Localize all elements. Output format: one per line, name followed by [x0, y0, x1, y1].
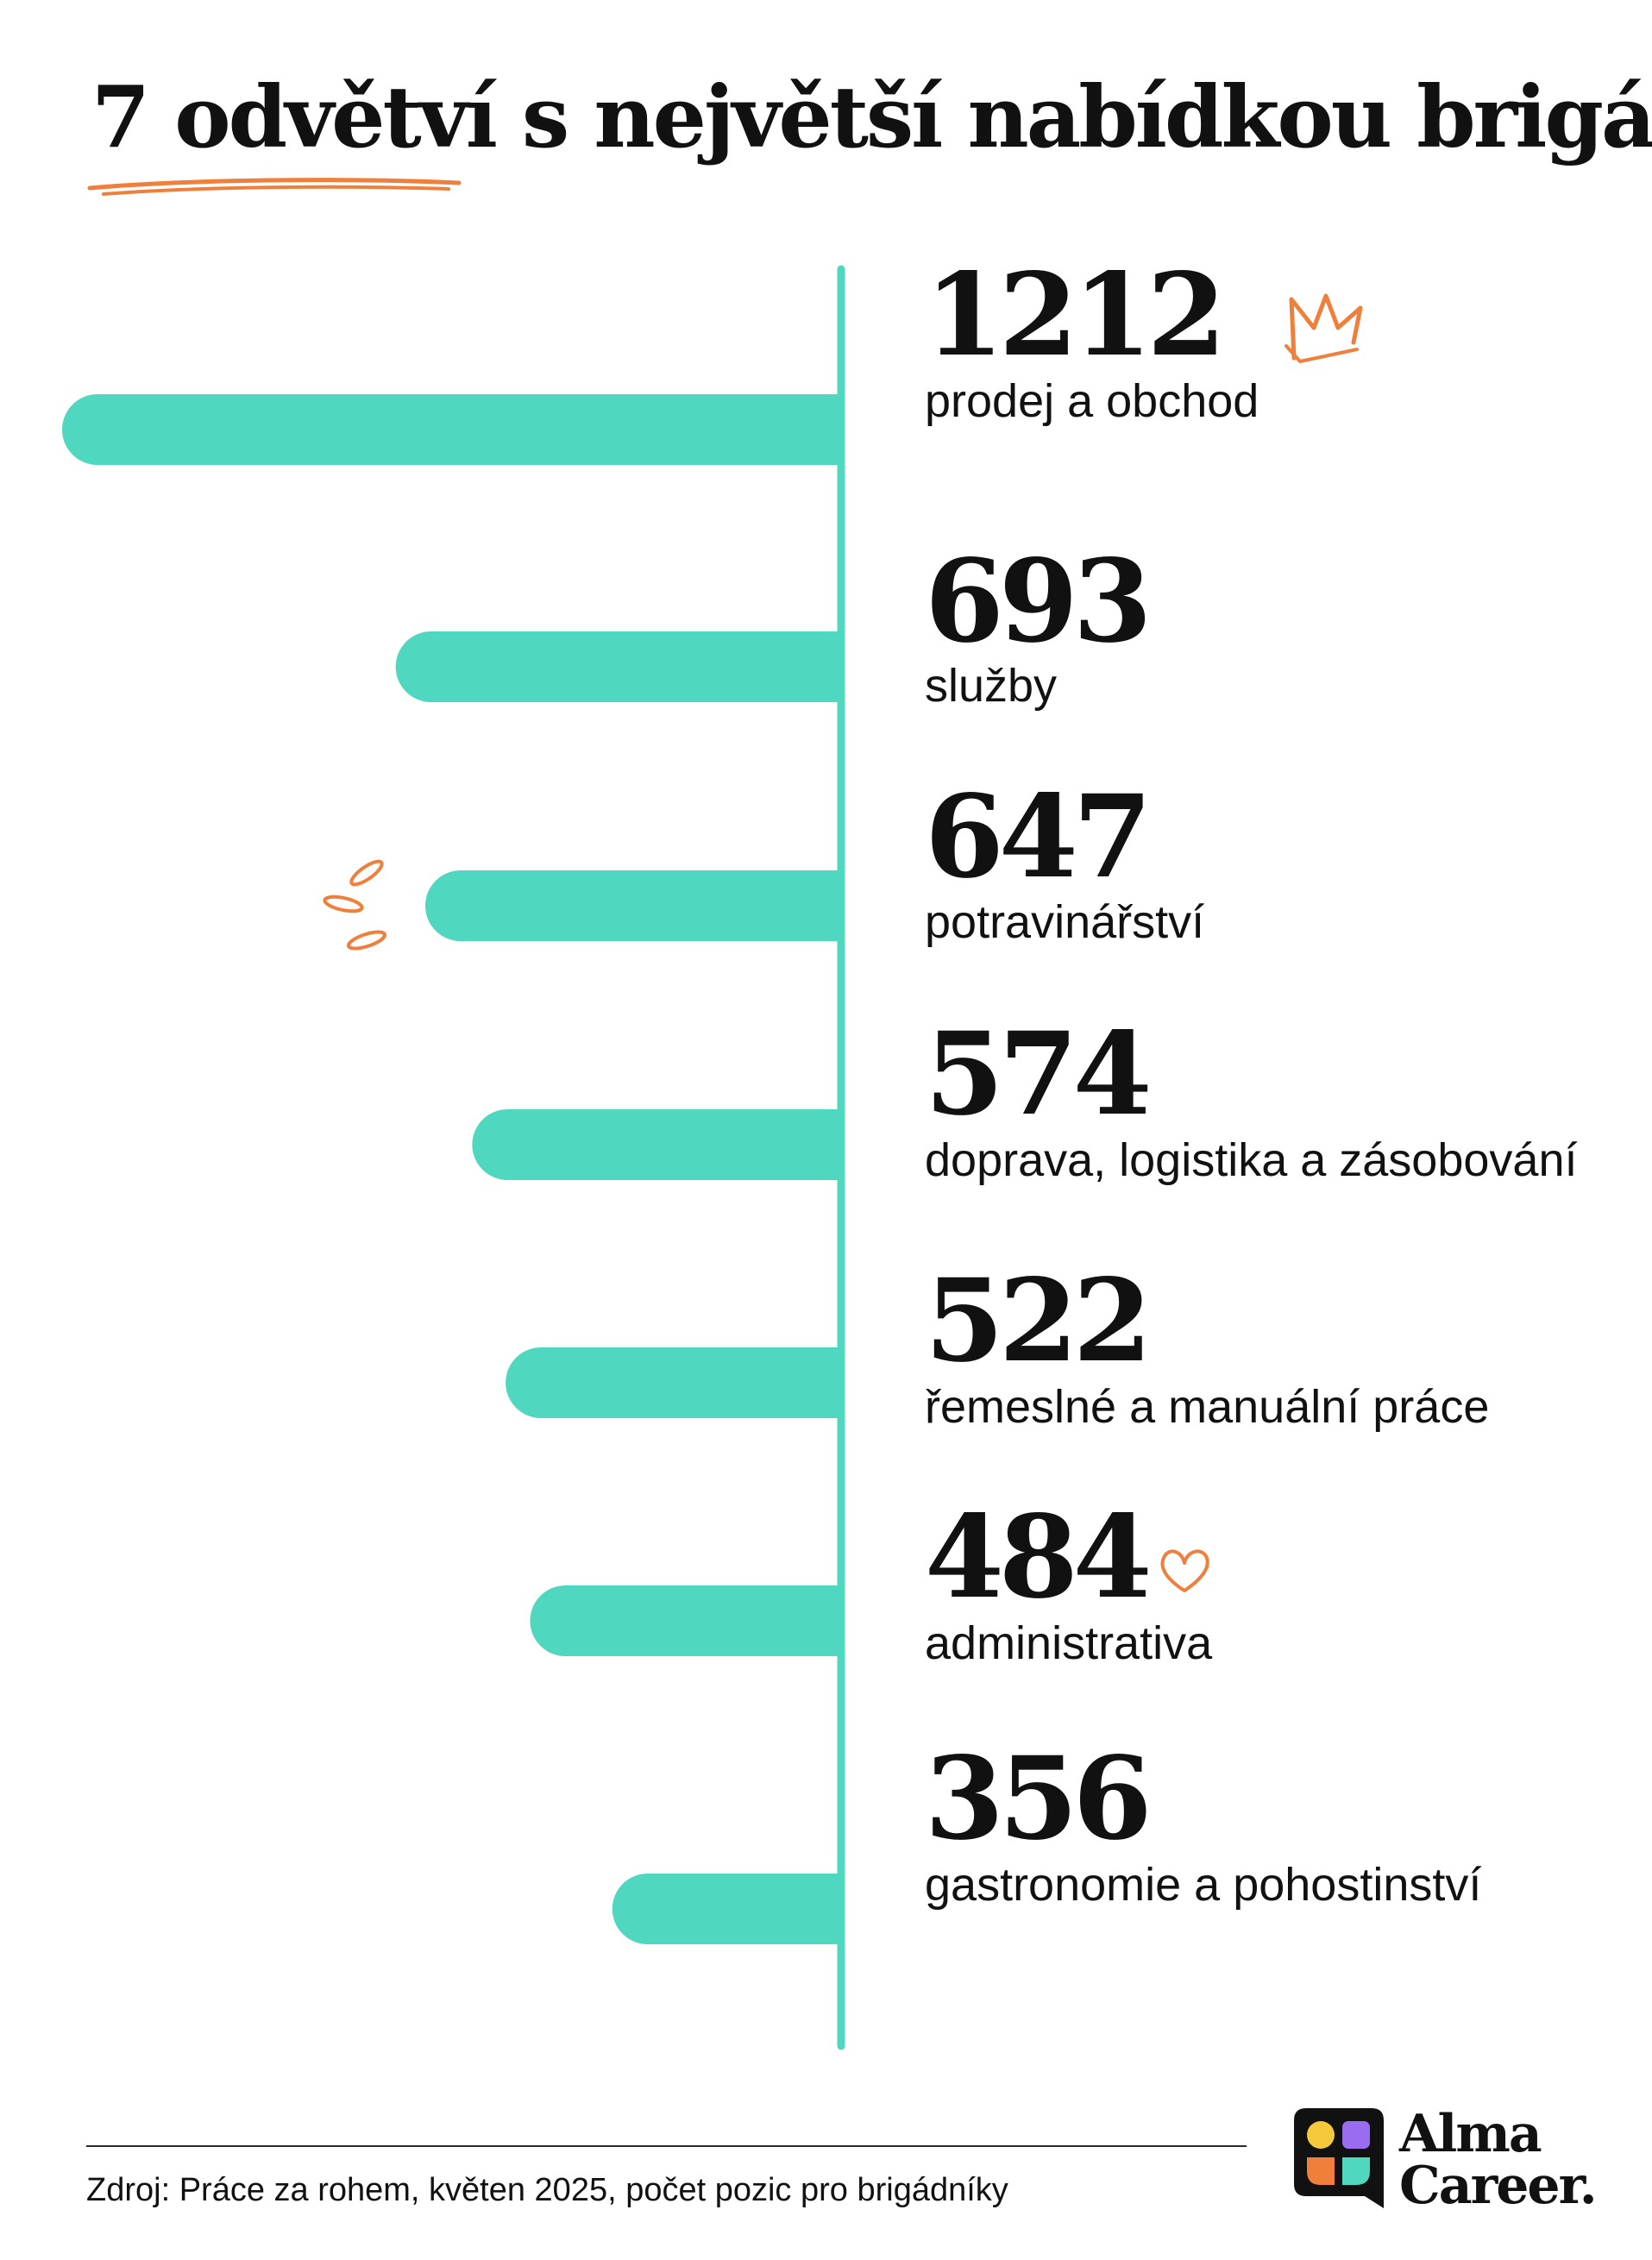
bar-7	[612, 1874, 841, 1944]
title-underline-doodle	[87, 178, 462, 196]
category-label: řemeslné a manuální práce	[925, 1381, 1490, 1433]
bar-4	[472, 1109, 841, 1180]
logo-line-1: Alma	[1399, 2104, 1542, 2164]
bar-5	[506, 1347, 841, 1418]
bar-value-label: 522	[925, 1254, 1153, 1388]
bar-value-label: 647	[925, 770, 1153, 904]
bar-6	[530, 1585, 841, 1656]
category-label: gastronomie a pohostinství	[925, 1859, 1482, 1911]
category-label: potravinářství	[925, 896, 1205, 948]
heart-doodle	[1160, 1549, 1209, 1592]
category-label: služby	[925, 660, 1058, 712]
source-note: Zdroj: Práce za rohem, květen 2025, poče…	[86, 2172, 1008, 2208]
category-label: administrativa	[925, 1617, 1213, 1669]
crown-doodle	[1285, 293, 1363, 363]
bar-chart	[62, 265, 845, 2050]
bar-value-label: 1212	[925, 248, 1226, 382]
alma-career-logo-icon	[1294, 2108, 1384, 2208]
logo-line-2: Career.	[1399, 2156, 1598, 2216]
bar-value-label: 484	[925, 1491, 1153, 1624]
category-label: prodej a obchod	[925, 375, 1259, 427]
bar-3	[424, 870, 841, 941]
bar-2	[395, 631, 841, 702]
bar-1	[62, 394, 841, 465]
bar-value-label: 356	[925, 1732, 1153, 1866]
bar-value-label: 693	[925, 535, 1153, 669]
category-label: doprava, logistika a zásobování	[925, 1134, 1578, 1186]
bar-value-label: 574	[925, 1008, 1153, 1141]
splash-doodle	[323, 859, 387, 951]
footer-divider	[86, 2145, 1247, 2147]
alma-career-logo-text: Alma Career.	[1399, 2104, 1598, 2216]
page-title: 7 odvětví s největší nabídkou brigád	[91, 68, 1652, 167]
